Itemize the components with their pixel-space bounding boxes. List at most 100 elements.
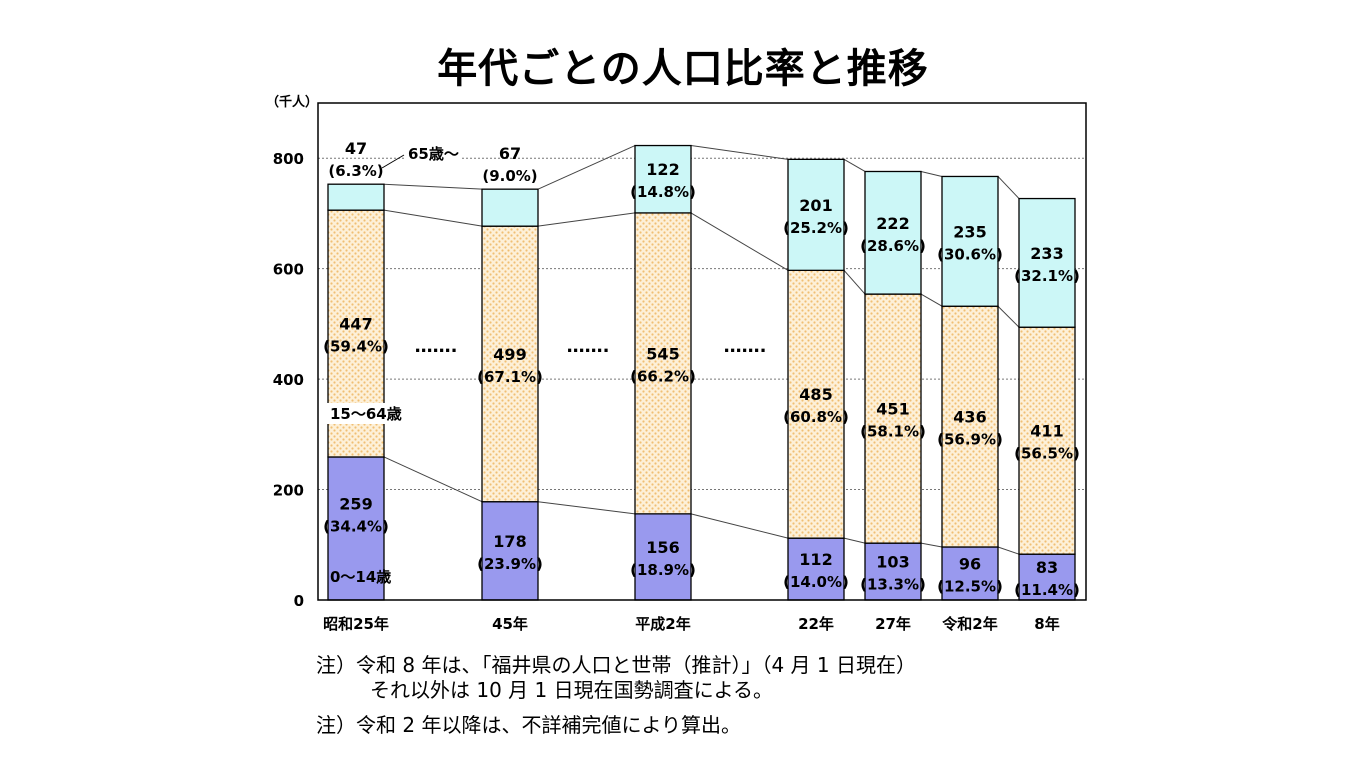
connector-lines <box>383 145 1020 555</box>
data-label-value: 485 <box>799 385 832 404</box>
data-label-percent: (9.0%) <box>482 167 537 185</box>
x-tick-label: 22年 <box>798 615 834 633</box>
connector-line <box>690 145 789 160</box>
chart-title: 年代ごとの人口比率と推移 <box>437 46 929 92</box>
data-label-percent: (56.5%) <box>1014 445 1080 463</box>
connector-line <box>537 212 636 227</box>
y-tick-label: 800 <box>273 150 304 168</box>
connector-line <box>383 183 483 190</box>
data-label-value: 259 <box>339 494 372 513</box>
series-name-elderly-bg <box>404 143 462 164</box>
bar-segment-15-64 <box>481 225 539 503</box>
bar-segment-65-plus <box>787 158 845 271</box>
y-tick-label: 400 <box>273 371 304 389</box>
x-tick-label: 昭和25年 <box>323 615 389 633</box>
bar-segment-15-64 <box>787 269 845 539</box>
series-name-young: 0～14歳 <box>330 568 391 586</box>
connector-line <box>920 542 943 548</box>
series-name-pointer <box>381 154 405 169</box>
y-tick-label: 0 <box>294 592 304 610</box>
data-label-percent: (66.2%) <box>630 367 696 385</box>
data-label-value: 201 <box>799 196 832 215</box>
connector-line <box>997 176 1020 199</box>
connector-line <box>690 513 789 539</box>
bar-segment-15-64 <box>864 293 922 544</box>
data-label-percent: (60.8%) <box>783 408 849 426</box>
bar-segment-0-14 <box>1018 553 1076 601</box>
bar-segment-0-14 <box>941 546 999 601</box>
data-label-value: 83 <box>1036 558 1058 577</box>
axes: 0 200 400 600 800 （千人） 昭和25年 45年 平成2年 22年 27年 令和2年 8… <box>266 94 1087 633</box>
bar-segment-65-plus <box>1018 197 1076 328</box>
data-label-value: 47 <box>345 139 367 158</box>
data-label-percent: (67.1%) <box>477 368 543 386</box>
gap-marker: ……. <box>724 336 767 357</box>
bar-segment-15-64 <box>941 305 999 548</box>
data-label-value: 122 <box>646 160 679 179</box>
bar-segment-0-14 <box>864 542 922 601</box>
data-label-value: 96 <box>959 554 981 573</box>
bar-segment-15-64 <box>1018 326 1076 555</box>
connector-line <box>843 537 866 544</box>
connector-line <box>843 158 866 172</box>
series-name-working-bg <box>326 403 400 424</box>
data-label-value: 447 <box>339 315 372 334</box>
series-name-working: 15～64歳 <box>330 405 402 423</box>
data-label-value: 233 <box>1030 244 1063 263</box>
bar-segment-65-plus <box>634 144 692 214</box>
connector-line <box>383 209 483 227</box>
data-label-value: 178 <box>493 532 526 551</box>
data-label-percent: (59.4%) <box>323 338 389 356</box>
data-label-percent: (23.9%) <box>477 555 543 573</box>
connector-line <box>920 171 943 177</box>
bar-segment-0-14 <box>634 513 692 601</box>
data-label-value: 545 <box>646 344 679 363</box>
data-label-value: 156 <box>646 538 679 557</box>
data-label-value: 411 <box>1030 422 1063 441</box>
y-tick-label: 200 <box>273 482 304 500</box>
data-label-value: 235 <box>953 222 986 241</box>
connector-line <box>690 212 789 271</box>
data-label-percent: (14.8%) <box>630 183 696 201</box>
data-label-value: 103 <box>876 553 909 572</box>
y-axis-unit: （千人） <box>266 94 318 110</box>
bar-segment-15-64 <box>634 212 692 515</box>
gap-marker: ……. <box>567 336 610 357</box>
data-label-value: 499 <box>493 345 526 364</box>
data-label-percent: (28.6%) <box>860 237 926 255</box>
data-label-percent: (12.5%) <box>937 577 1003 595</box>
data-label-percent: (11.4%) <box>1014 581 1080 599</box>
connector-line <box>537 501 636 515</box>
connector-line <box>537 145 636 190</box>
x-tick-label: 27年 <box>875 615 911 633</box>
data-label-percent: (56.9%) <box>937 431 1003 449</box>
y-tick-label: 600 <box>273 261 304 279</box>
data-label-percent: (18.9%) <box>630 561 696 579</box>
data-label-percent: (30.6%) <box>937 245 1003 263</box>
data-label-value: 222 <box>876 214 909 233</box>
bar-segment-65-plus <box>864 170 922 295</box>
data-label-percent: (58.1%) <box>860 423 926 441</box>
note-source: 注）令和 8 年は、「福井県の人口と世帯（推計）」（4 月 1 日現在） <box>316 653 916 677</box>
x-tick-label: 平成2年 <box>635 615 690 633</box>
connector-line <box>920 293 943 307</box>
gap-marker: ……. <box>415 336 458 357</box>
bar-segment-65-plus <box>941 175 999 307</box>
connector-line <box>997 546 1020 555</box>
series-name-elderly: 65歳～ <box>408 145 459 163</box>
x-tick-label: 45年 <box>492 615 528 633</box>
data-label-value: 67 <box>499 144 521 163</box>
bar-segment-0-14 <box>481 501 539 601</box>
bar-segment-65-plus <box>327 183 385 211</box>
data-label-percent: (14.0%) <box>783 573 849 591</box>
data-label-value: 436 <box>953 408 986 427</box>
x-tick-label: 8年 <box>1034 615 1059 633</box>
data-label-percent: (32.1%) <box>1014 267 1080 285</box>
note-source-cont: それ以外は 10 月 1 日現在国勢調査による。 <box>370 678 774 702</box>
connector-line <box>843 270 866 295</box>
x-tick-label: 令和2年 <box>942 615 997 633</box>
connector-line <box>997 305 1020 328</box>
data-label-percent: (13.3%) <box>860 576 926 594</box>
connector-line <box>383 456 483 503</box>
data-label-value: 451 <box>876 400 909 419</box>
